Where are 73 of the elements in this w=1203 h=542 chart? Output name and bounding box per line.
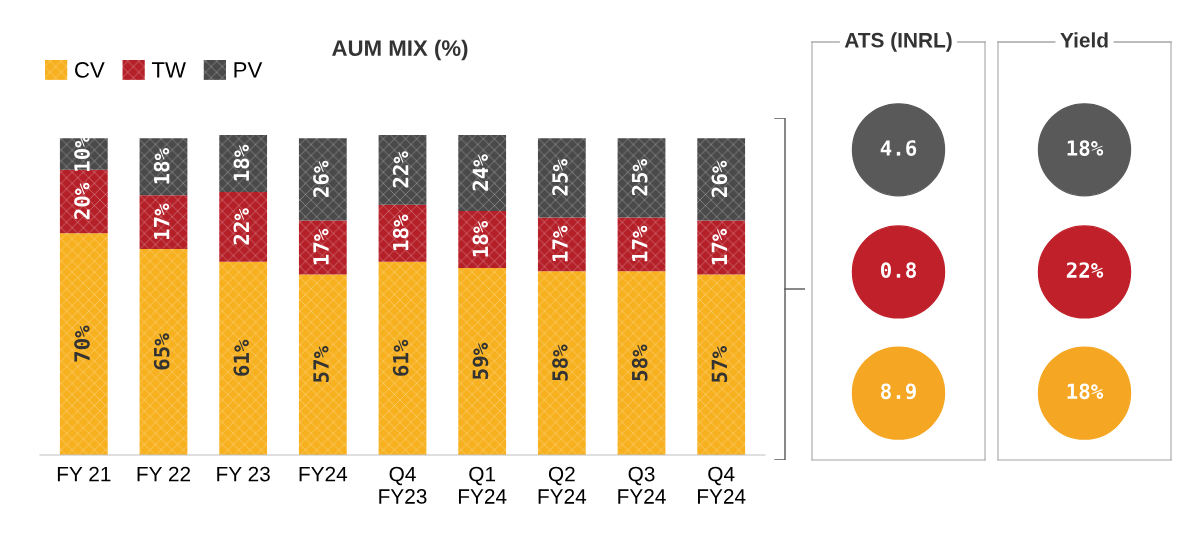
bar <box>59 169 108 234</box>
text: ATS (INRL) <box>844 32 952 52</box>
data-label: 22% <box>392 151 409 188</box>
bar <box>617 217 666 272</box>
bar <box>697 220 746 275</box>
bar <box>697 138 746 221</box>
data-label: 26% <box>313 160 329 197</box>
data-label: 58% <box>631 344 648 381</box>
bar <box>537 271 586 455</box>
bar <box>219 135 268 193</box>
x-tick-label: FY 22 <box>137 466 191 482</box>
data-label: 57% <box>711 346 728 383</box>
data-label: 25% <box>631 159 648 196</box>
bar <box>139 195 188 250</box>
data-label: 65% <box>153 333 170 370</box>
data-label: 17% <box>313 228 329 265</box>
bar <box>378 135 427 205</box>
bar <box>219 192 268 262</box>
bar <box>139 249 188 455</box>
bar <box>59 233 108 455</box>
x-tick-label: FY 23 <box>217 466 270 482</box>
category-label: 22% <box>1066 262 1104 278</box>
data-label: 57% <box>313 346 329 383</box>
bar <box>458 211 507 269</box>
text: Yield <box>1060 32 1108 48</box>
bar <box>139 138 188 196</box>
category-label: 4.6 <box>880 140 917 156</box>
x-tick-label: FY24 <box>299 466 348 482</box>
bar <box>298 138 347 221</box>
bar <box>537 138 586 218</box>
data-label: 70% <box>74 325 90 362</box>
bar <box>298 220 347 275</box>
bar <box>378 204 427 262</box>
data-label: 17% <box>552 225 568 262</box>
chart-title: AUM MIX (%) <box>332 39 468 61</box>
legend-label: CV <box>75 62 105 78</box>
legend-label: PV <box>234 62 263 78</box>
bar <box>298 274 347 455</box>
data-label: 18% <box>153 148 170 184</box>
bar <box>697 274 746 455</box>
data-label: 18% <box>392 214 409 251</box>
bar <box>458 268 507 455</box>
data-label: 59% <box>472 342 489 379</box>
x-tick-label: FY 21 <box>57 466 111 482</box>
bar <box>458 135 507 212</box>
category-label: 18% <box>1067 383 1104 400</box>
data-label: 61% <box>392 339 409 376</box>
data-label: 24% <box>472 154 488 191</box>
data-label: 22% <box>233 208 249 245</box>
data-label: 17% <box>154 203 170 240</box>
data-label: 25% <box>552 159 568 196</box>
data-label: 18% <box>472 220 489 257</box>
x-tick-label: Q4 FY23 <box>379 466 427 504</box>
x-tick-label: Q2 FY24 <box>538 466 587 504</box>
x-tick-label: Q1 FY24 <box>458 466 507 504</box>
data-label: 18% <box>233 144 250 181</box>
category-label: 8.9 <box>881 383 916 400</box>
bar <box>378 261 427 455</box>
category-label: 0.8 <box>880 262 916 278</box>
data-label: 17% <box>632 225 648 262</box>
data-label: 61% <box>233 339 250 376</box>
x-tick-label: Q3 FY24 <box>618 466 666 504</box>
bar <box>617 271 666 455</box>
data-label: 58% <box>552 344 568 381</box>
bar <box>219 261 268 455</box>
bar <box>537 217 586 272</box>
bar <box>617 138 666 218</box>
x-tick-label: Q4 FY24 <box>697 466 746 504</box>
data-label: 20% <box>74 182 90 220</box>
data-label: 17% <box>711 228 727 265</box>
category-label: 18% <box>1067 140 1104 156</box>
legend-label: TW <box>151 62 186 78</box>
data-label: 26% <box>711 160 728 197</box>
